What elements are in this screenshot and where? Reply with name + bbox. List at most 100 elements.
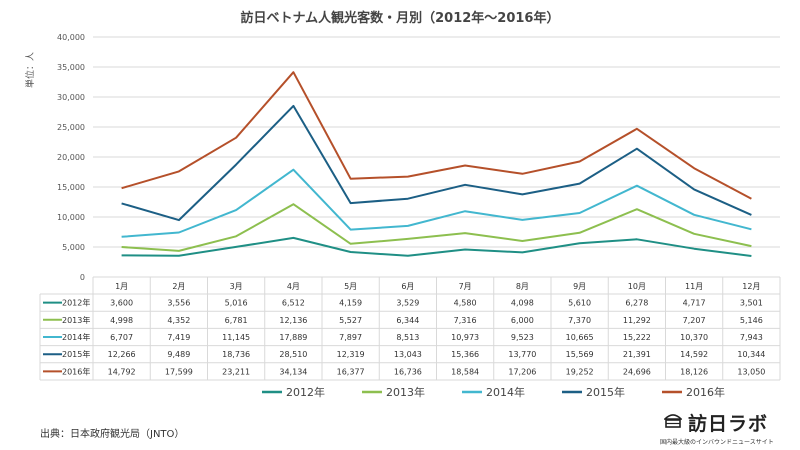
data-cell: 4,580: [454, 299, 477, 308]
data-cell: 18,126: [680, 367, 708, 376]
y-tick-label: 35,000: [57, 63, 85, 72]
legend-label: 2016年: [686, 385, 725, 399]
data-cell: 14,592: [680, 350, 708, 359]
row-series-label: 2012年: [62, 298, 90, 308]
legend-label: 2015年: [586, 385, 625, 399]
data-cell: 5,146: [740, 316, 763, 325]
category-label: 8月: [516, 282, 529, 291]
data-cell: 3,529: [396, 299, 419, 308]
y-axis: 0 5,000 10,000 15,000 20,000 25,000 30,000 35,0…: [57, 33, 85, 282]
data-cell: 5,610: [568, 299, 591, 308]
y-tick-label: 20,000: [57, 153, 85, 162]
category-label: 1月: [115, 282, 128, 291]
data-cell: 12,266: [108, 350, 136, 359]
legend-label: 2012年: [286, 385, 325, 399]
data-cell: 4,352: [167, 316, 190, 325]
category-label: 6月: [401, 282, 414, 291]
series-line: [121, 168, 752, 238]
data-cell: 13,043: [394, 350, 422, 359]
gridlines: [93, 36, 780, 278]
data-cell: 17,206: [508, 367, 536, 376]
series-line: [121, 236, 752, 257]
row-series-label: 2015年: [62, 349, 90, 359]
data-cell: 10,973: [451, 333, 479, 342]
logo-name: 訪日ラボ: [688, 413, 769, 435]
data-cell: 11,292: [623, 316, 651, 325]
series-line: [121, 104, 752, 222]
data-cell: 6,000: [511, 316, 534, 325]
data-cell: 6,781: [225, 316, 248, 325]
data-cell: 7,943: [740, 333, 763, 342]
source-note: 出典：日本政府観光局（JNTO）: [40, 429, 185, 440]
data-cell: 4,098: [511, 299, 534, 308]
y-tick-label: 10,000: [57, 213, 85, 222]
data-cell: 7,897: [339, 333, 362, 342]
data-cell: 14,792: [108, 367, 136, 376]
legend-label: 2014年: [486, 385, 525, 399]
data-cell: 6,707: [110, 333, 133, 342]
data-cell: 10,665: [566, 333, 594, 342]
row-series-label: 2014年: [62, 332, 90, 342]
data-cell: 18,736: [222, 350, 250, 359]
data-cell: 28,510: [279, 350, 307, 359]
data-cell: 10,370: [680, 333, 708, 342]
data-cell: 15,222: [623, 333, 651, 342]
category-label: 5月: [344, 282, 357, 291]
y-tick-label: 0: [80, 273, 85, 282]
category-label: 11月: [685, 282, 703, 291]
logo-mark-icon: [664, 414, 682, 428]
y-tick-label: 25,000: [57, 123, 85, 132]
data-cell: 15,569: [566, 350, 594, 359]
data-cell: 5,016: [225, 299, 248, 308]
data-cell: 17,889: [279, 333, 307, 342]
series-lines: [121, 71, 752, 257]
data-cell: 16,377: [337, 367, 365, 376]
y-tick-label: 40,000: [57, 33, 85, 42]
data-cell: 4,159: [339, 299, 362, 308]
data-cell: 12,136: [279, 316, 307, 325]
data-cell: 6,344: [396, 316, 419, 325]
category-label: 2月: [172, 282, 185, 291]
unit-label: 単位：人: [24, 52, 36, 88]
data-cell: 4,998: [110, 316, 133, 325]
category-label: 7月: [459, 282, 472, 291]
y-tick-label: 5,000: [62, 243, 85, 252]
row-series-label: 2016年: [62, 366, 90, 376]
data-cell: 16,736: [394, 367, 422, 376]
data-table: 1月 2月 3月 4月 5月 6月 7月 8月 9月 10月 11月 12月 2012年 3,600 3,5…: [39, 277, 781, 381]
data-cell: 4,717: [683, 299, 706, 308]
data-cell: 3,600: [110, 299, 133, 308]
data-cell: 9,489: [167, 350, 190, 359]
data-cell: 21,391: [623, 350, 651, 359]
data-cell: 15,366: [451, 350, 479, 359]
data-cell: 6,512: [282, 299, 305, 308]
data-cell: 24,696: [623, 367, 651, 376]
data-cell: 5,527: [339, 316, 362, 325]
data-cell: 7,316: [454, 316, 477, 325]
data-cell: 3,556: [167, 299, 190, 308]
data-cell: 19,252: [566, 367, 594, 376]
category-label: 3月: [230, 282, 243, 291]
data-cell: 7,370: [568, 316, 591, 325]
legend: 2012年 2013年 2014年 2015年 2016年: [262, 385, 725, 399]
category-label: 4月: [287, 282, 300, 291]
row-series-label: 2013年: [62, 315, 90, 325]
logo-tagline: 国内最大級のインバウンドニュースサイト: [660, 439, 774, 446]
data-cell: 12,319: [337, 350, 365, 359]
site-logo: 訪日ラボ 国内最大級のインバウンドニュースサイト: [660, 409, 795, 449]
data-cell: 3,501: [740, 299, 763, 308]
data-cell: 9,523: [511, 333, 534, 342]
y-tick-label: 30,000: [57, 93, 85, 102]
data-cell: 18,584: [451, 367, 479, 376]
legend-label: 2013年: [386, 385, 425, 399]
data-cell: 23,211: [222, 367, 250, 376]
data-cell: 8,513: [396, 333, 419, 342]
data-cell: 17,599: [165, 367, 193, 376]
data-cell: 7,207: [683, 316, 706, 325]
category-label: 12月: [742, 282, 760, 291]
y-tick-label: 15,000: [57, 183, 85, 192]
data-cell: 13,770: [508, 350, 536, 359]
data-cell: 7,419: [167, 333, 190, 342]
data-cell: 6,278: [625, 299, 648, 308]
